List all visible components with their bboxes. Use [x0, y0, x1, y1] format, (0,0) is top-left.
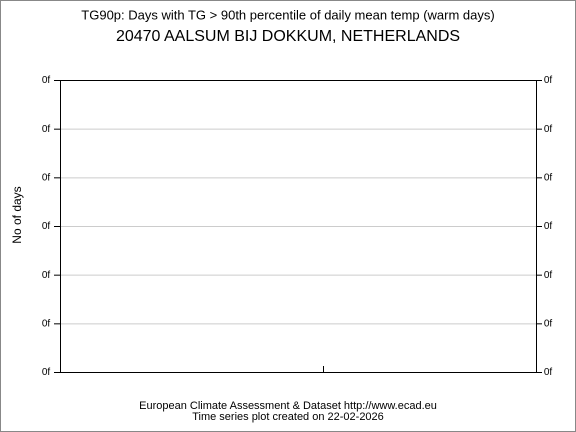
y-tick-label: 0f [42, 221, 51, 232]
y-tick-label-right: 0f [544, 270, 553, 281]
y-tick-label: 0f [42, 318, 51, 329]
grid [60, 128, 536, 325]
y-tick-label-right: 0f [544, 124, 553, 135]
y-axis-label: No of days [10, 186, 24, 243]
footer: European Climate Assessment & Dataset ht… [139, 400, 437, 412]
chart-subtitle: 20470 AALSUM BIJ DOKKUM, NETHERLANDS [116, 28, 460, 45]
y-tick-label: 0f [42, 75, 51, 86]
y-tick-label: 0f [42, 172, 51, 183]
y-tick-label-right: 0f [544, 75, 553, 86]
y-tick-label-right: 0f [544, 318, 553, 329]
chart-title: TG90p: Days with TG > 90th percentile of… [81, 7, 494, 22]
y-tick-label-right: 0f [544, 221, 553, 232]
footer: Time series plot created on 22-02-2026 [192, 411, 384, 423]
y-tick-label-right: 0f [544, 172, 553, 183]
y-tick-label-right: 0f [544, 367, 553, 378]
y-tick-label: 0f [42, 270, 51, 281]
y-tick-label: 0f [42, 124, 51, 135]
y-tick-label: 0f [42, 367, 51, 378]
